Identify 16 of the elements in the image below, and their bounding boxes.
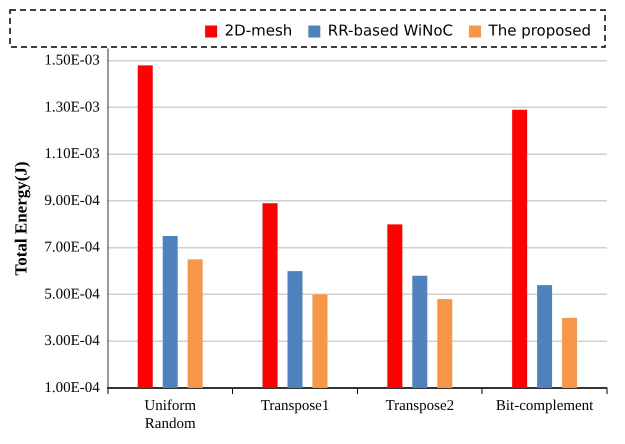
y-tick-label: 5.00E-04 — [44, 286, 100, 302]
y-tick-label: 3.00E-04 — [44, 333, 100, 350]
x-tick-label: Uniform Random — [144, 398, 196, 432]
legend-label: The proposed — [488, 21, 592, 40]
x-tick-label: Bit-complement — [496, 398, 594, 414]
y-tick-label: 1.50E-03 — [44, 52, 100, 69]
legend-label: RR-based WiNoC — [328, 21, 454, 40]
y-tick-label: 1.00E-04 — [44, 380, 100, 396]
y-tick-label: 1.10E-03 — [44, 146, 100, 162]
x-tick-label: Transpose1 — [260, 398, 330, 414]
y-tick-label: 1.30E-03 — [44, 99, 100, 116]
y-axis-title: Total Energy(J) — [12, 161, 31, 276]
y-tick-label: 7.00E-04 — [44, 240, 100, 256]
legend-label: 2D-mesh — [224, 21, 292, 40]
x-tick-label: Transpose2 — [385, 398, 454, 414]
y-tick-label: 9.00E-04 — [44, 192, 100, 209]
